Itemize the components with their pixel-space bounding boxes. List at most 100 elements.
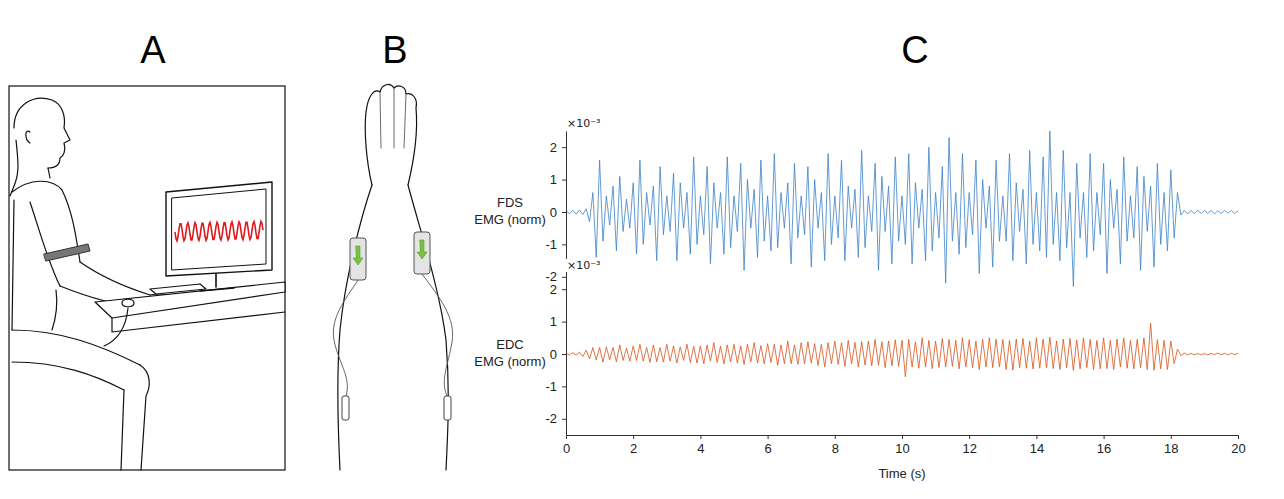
x-tick: 6 <box>764 435 771 456</box>
y-tick-mark <box>562 419 566 420</box>
y-tick-label: -2 <box>545 411 557 426</box>
y-tick-label: 1 <box>550 314 557 329</box>
electrode-arrow <box>417 240 427 259</box>
y-axis: -2-1012 <box>545 132 566 294</box>
y-tick-label: -1 <box>545 379 557 394</box>
shin-back <box>121 390 124 470</box>
y-tick-label: 0 <box>550 347 557 362</box>
x-tick-mark <box>1036 435 1037 439</box>
forearm-left <box>338 185 372 470</box>
y-tick-label: 2 <box>550 282 557 297</box>
electrode <box>350 238 366 280</box>
x-tick-label: 6 <box>764 441 771 456</box>
neck-front <box>48 168 50 178</box>
y-tick-mark <box>562 277 566 278</box>
x-tick: 18 <box>1164 435 1178 456</box>
electrode-arrow <box>353 246 363 265</box>
y-tick: -1 <box>545 379 566 394</box>
y-tick: 2 <box>550 282 566 297</box>
y-tick-mark <box>562 212 566 213</box>
label-patch <box>566 259 601 272</box>
x-tick-mark <box>1238 435 1239 439</box>
x-tick: 0 <box>563 435 570 456</box>
y-axis-title-line: FDS <box>497 195 523 210</box>
electrode-cable <box>422 274 453 396</box>
plot-marks <box>566 323 1238 376</box>
y-axis-title: FDS EMG (norm) <box>474 195 546 227</box>
y-exponent-label: ×10⁻³ <box>567 259 600 272</box>
forearm-right <box>408 185 448 470</box>
forearm-top <box>80 262 150 295</box>
figure: ABC-2-1012FDSEMG (norm)×10⁻³-2-101202468… <box>0 0 1284 499</box>
y-axis-title-line: EMG (norm) <box>474 354 546 369</box>
monitor-stand <box>200 274 234 291</box>
y-tick: -1 <box>545 237 566 252</box>
x-tick-label: 8 <box>832 441 839 456</box>
keyboard <box>150 284 206 294</box>
cable <box>104 308 128 346</box>
thigh-bottom <box>12 362 124 390</box>
y-axis-title-line: EMG (norm) <box>474 212 546 227</box>
upper-arm-back <box>30 202 60 286</box>
x-tick-label: 4 <box>697 441 704 456</box>
y-axis-title: EDCEMG (norm) <box>474 337 546 369</box>
y-tick-label: 1 <box>550 172 557 187</box>
x-tick-mark <box>1104 435 1105 439</box>
y-tick: 2 <box>550 140 566 155</box>
x-axis: 02468101214161820 <box>563 435 1246 456</box>
finger-lines <box>380 88 406 148</box>
x-tick-label: 0 <box>563 441 570 456</box>
y-tick-mark <box>562 147 566 148</box>
electrode <box>414 232 430 274</box>
x-tick-label: 2 <box>630 441 637 456</box>
ear <box>26 131 30 143</box>
x-tick-label: 12 <box>962 441 976 456</box>
chart-panel: -2-101202468101214161820EDCEMG (norm)×10… <box>474 259 1245 481</box>
target-wave <box>175 221 263 240</box>
torso-front <box>52 290 57 330</box>
monitor <box>166 182 272 276</box>
emg-trace <box>566 323 1238 376</box>
thigh-top <box>12 330 140 365</box>
y-tick: 1 <box>550 172 566 187</box>
y-tick-label: 0 <box>550 205 557 220</box>
x-tick-label: 18 <box>1164 441 1178 456</box>
y-tick-label: 2 <box>550 140 557 155</box>
y-tick-mark <box>562 386 566 387</box>
y-axis: -2 -1 0 1 2 <box>545 274 566 436</box>
x-tick-label: 16 <box>1097 441 1111 456</box>
neck-back <box>10 140 18 196</box>
y-exponent-label: ×10⁻³ <box>567 117 600 130</box>
torso-back <box>12 200 14 330</box>
x-tick: 8 <box>832 435 839 456</box>
y-tick: 1 <box>550 314 566 329</box>
x-tick-mark <box>1171 435 1172 439</box>
panel-frame <box>9 86 285 470</box>
x-tick-mark <box>835 435 836 439</box>
arm-band <box>44 244 90 261</box>
x-tick-mark <box>902 435 903 439</box>
y-exponent: ×10⁻³ <box>566 259 601 272</box>
x-tick: 10 <box>895 435 909 456</box>
desk-top <box>95 282 285 318</box>
y-tick-mark <box>562 244 566 245</box>
y-tick-label: -1 <box>545 237 557 252</box>
y-tick: 0 <box>550 205 566 220</box>
plot-marks <box>566 131 1238 287</box>
electrode-cable <box>333 280 358 396</box>
emg-trace <box>566 131 1238 287</box>
background <box>0 0 1284 499</box>
x-tick-mark <box>566 435 567 439</box>
x-tick-label: 20 <box>1231 441 1245 456</box>
x-tick-label: 10 <box>895 441 909 456</box>
y-axis-line <box>566 274 567 436</box>
panel-label: C <box>901 29 928 71</box>
x-tick-mark <box>633 435 634 439</box>
y-tick-mark <box>562 354 566 355</box>
y-tick: 0 <box>550 347 566 362</box>
x-tick: 20 <box>1231 435 1245 456</box>
panel-label: A <box>140 29 166 71</box>
x-tick-mark <box>700 435 701 439</box>
head <box>14 98 70 168</box>
panel-label: B <box>382 29 407 71</box>
